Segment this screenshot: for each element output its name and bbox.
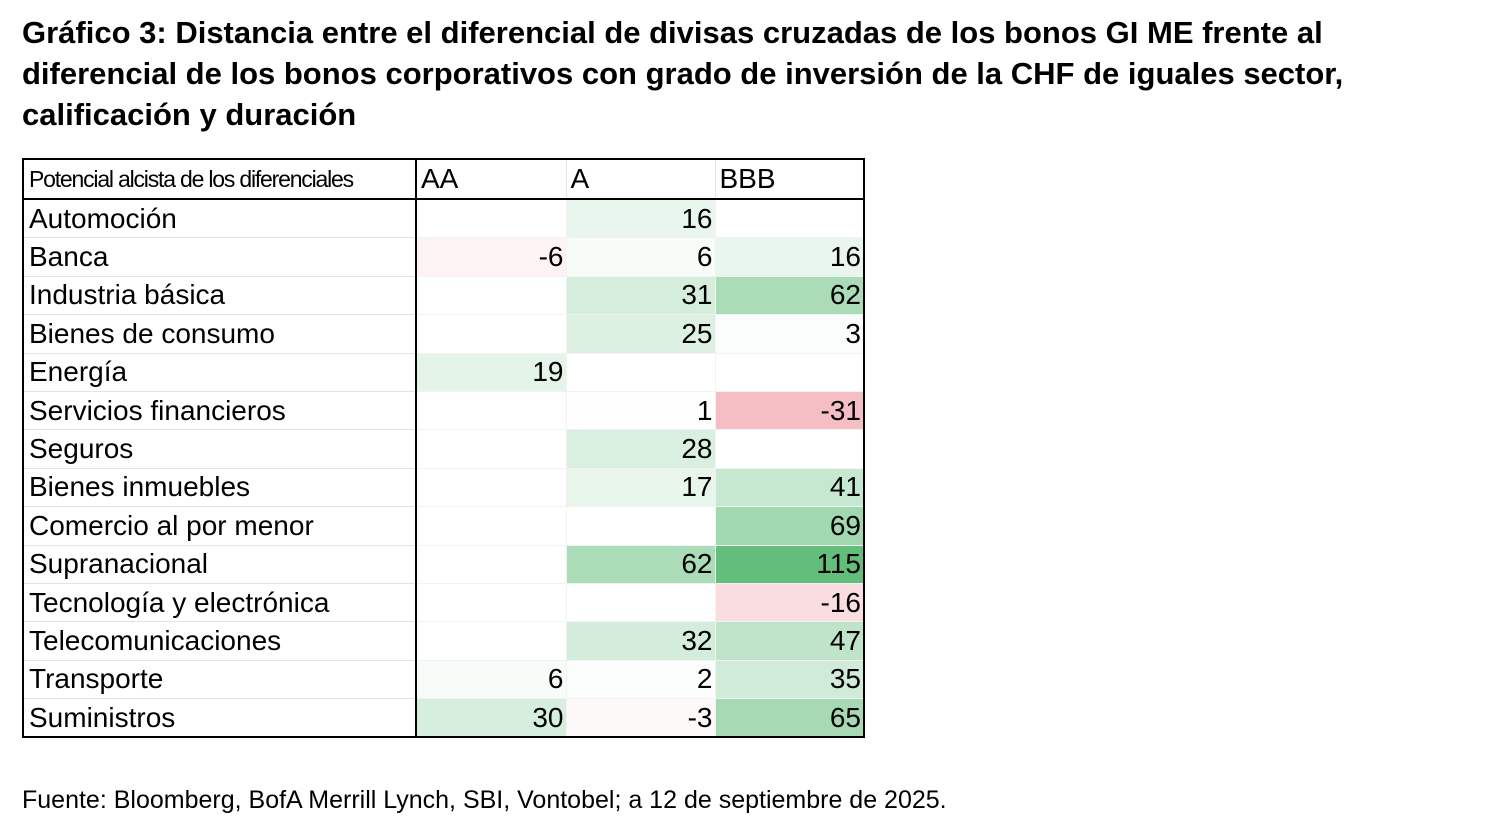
- source: Fuente: Bloomberg, BofA Merrill Lynch, S…: [22, 786, 947, 814]
- row: Seguros 28: [22, 429, 865, 469]
- row: Suministros 30 -3 65: [22, 698, 865, 738]
- value-cell: [714, 352, 865, 392]
- value-cell: 28: [565, 429, 716, 469]
- value-cell: 2: [565, 659, 716, 700]
- header-cell: BBB: [714, 158, 865, 200]
- value-cell: 1: [565, 390, 716, 431]
- value-cell: 35: [714, 659, 865, 700]
- value-cell: [415, 467, 567, 508]
- row-label: Banca: [22, 237, 417, 277]
- row-label: Suministros: [22, 698, 417, 738]
- value-cell: [565, 506, 716, 546]
- value-cell: [714, 429, 865, 469]
- value-cell: 30: [415, 698, 567, 738]
- value-cell: 47: [714, 621, 865, 661]
- row: Telecomunicaciones 32 47: [22, 621, 865, 661]
- row-label: Industria básica: [22, 275, 417, 316]
- row: Tecnología y electrónica -16: [22, 582, 865, 623]
- row: Energía 19: [22, 352, 865, 392]
- row-label: Automoción: [22, 198, 417, 239]
- row: Transporte 6 2 35: [22, 659, 865, 700]
- row-label: Comercio al por menor: [22, 506, 417, 546]
- title: Gráfico 3: Distancia entre el diferencia…: [22, 15, 1344, 132]
- header-cell: A: [565, 158, 716, 200]
- value-cell: [415, 390, 567, 431]
- row-label: Transporte: [22, 659, 417, 700]
- value-cell: 16: [714, 237, 865, 277]
- row: Supranacional 62 115: [22, 544, 865, 584]
- value-cell: 65: [714, 698, 865, 738]
- row-label: Bienes inmuebles: [22, 467, 417, 508]
- row-label: Seguros: [22, 429, 417, 469]
- header-cell: Potencial alcista de los diferenciales: [22, 158, 417, 200]
- value-cell: [415, 275, 567, 316]
- value-cell: 31: [565, 275, 716, 316]
- value-cell: -6: [415, 237, 567, 277]
- row-label: Bienes de consumo: [22, 314, 417, 354]
- value-cell: [415, 429, 567, 469]
- row-label: Tecnología y electrónica: [22, 582, 417, 623]
- table-body: Potencial alcista de los diferenciales AA…: [22, 158, 865, 738]
- value-cell: -3: [565, 698, 716, 738]
- row: Servicios financieros 1 -31: [22, 390, 865, 431]
- value-cell: [565, 582, 716, 623]
- value-cell: [415, 314, 567, 354]
- value-cell: -31: [714, 390, 865, 431]
- value-cell: 6: [415, 659, 567, 700]
- row-label: Supranacional: [22, 544, 417, 584]
- value-cell: 25: [565, 314, 716, 354]
- value-cell: 62: [714, 275, 865, 316]
- value-cell: [415, 621, 567, 661]
- row: Comercio al por menor 69: [22, 506, 865, 546]
- header-row: Potencial alcista de los diferenciales AA…: [22, 158, 865, 200]
- row: Bienes inmuebles 17 41: [22, 467, 865, 508]
- value-cell: 41: [714, 467, 865, 508]
- value-cell: 19: [415, 352, 567, 392]
- row-label: Telecomunicaciones: [22, 621, 417, 661]
- value-cell: [565, 352, 716, 392]
- value-cell: 69: [714, 506, 865, 546]
- row: Bienes de consumo 25 3: [22, 314, 865, 354]
- value-cell: 115: [714, 544, 865, 584]
- row-label: Servicios financieros: [22, 390, 417, 431]
- row: Industria básica 31 62: [22, 275, 865, 316]
- value-cell: 17: [565, 467, 716, 508]
- value-cell: -16: [714, 582, 865, 623]
- row: Banca -6 6 16: [22, 237, 865, 277]
- row: Automoción 16: [22, 198, 865, 239]
- value-cell: [415, 198, 567, 239]
- value-cell: 32: [565, 621, 716, 661]
- header-cell: AA: [415, 158, 567, 200]
- value-cell: 3: [714, 314, 865, 354]
- table: Potencial alcista de los diferenciales AA…: [22, 158, 865, 739]
- value-cell: [714, 198, 865, 239]
- value-cell: [415, 544, 567, 584]
- value-cell: 62: [565, 544, 716, 584]
- value-cell: [415, 582, 567, 623]
- value-cell: [415, 506, 567, 546]
- value-cell: 16: [565, 198, 716, 239]
- value-cell: 6: [565, 237, 716, 277]
- row-label: Energía: [22, 352, 417, 392]
